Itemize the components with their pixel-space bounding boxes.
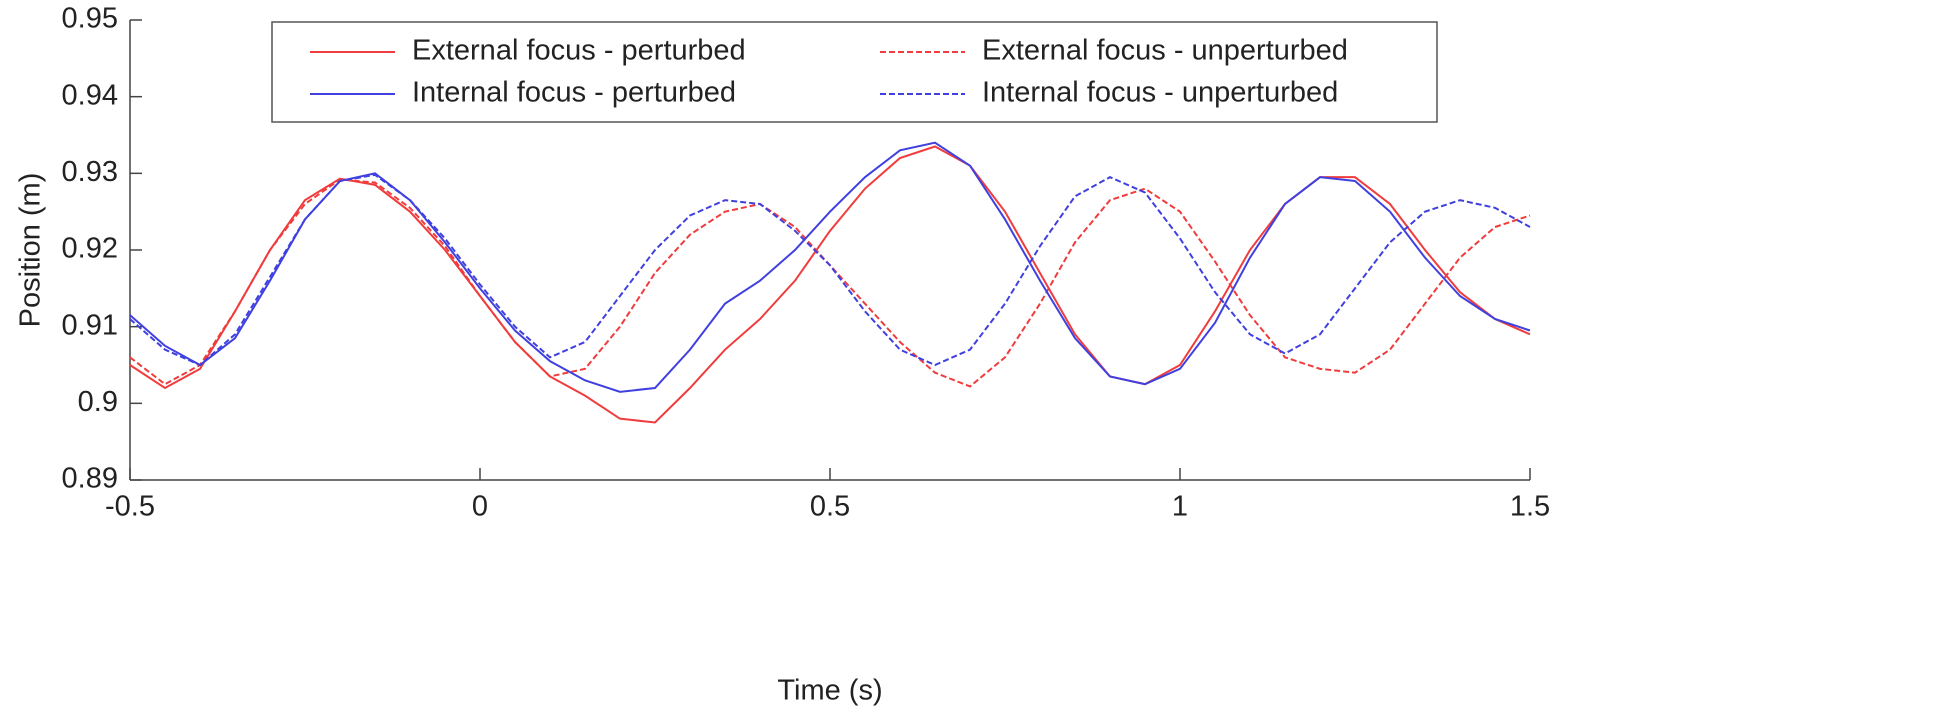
y-tick-label: 0.93 — [62, 156, 118, 188]
x-tick-label: 1 — [1172, 491, 1188, 523]
legend-box — [271, 21, 1438, 123]
x-tick-label: 0 — [472, 491, 488, 523]
legend-label: External focus - unperturbed — [982, 35, 1348, 67]
legend-label: External focus - perturbed — [412, 35, 746, 67]
x-tick-label: -0.5 — [105, 491, 155, 523]
series-line — [129, 173, 1531, 367]
y-tick-label: 0.95 — [62, 3, 118, 35]
series-line — [129, 141, 1531, 393]
legend-label: Internal focus - unperturbed — [982, 77, 1338, 109]
y-axis-label: Position (m) — [15, 173, 47, 328]
x-tick-label: 0.5 — [810, 491, 850, 523]
y-tick-label: 0.92 — [62, 233, 118, 265]
series-line — [129, 145, 1531, 424]
x-tick-label: 1.5 — [1510, 491, 1550, 523]
y-tick-label: 0.9 — [78, 386, 118, 418]
x-axis-label: Time (s) — [777, 675, 882, 707]
y-tick-label: 0.94 — [62, 79, 118, 111]
y-tick-label: 0.91 — [62, 309, 118, 341]
y-tick-label: 0.89 — [62, 463, 118, 495]
legend-label: Internal focus - perturbed — [412, 77, 736, 109]
